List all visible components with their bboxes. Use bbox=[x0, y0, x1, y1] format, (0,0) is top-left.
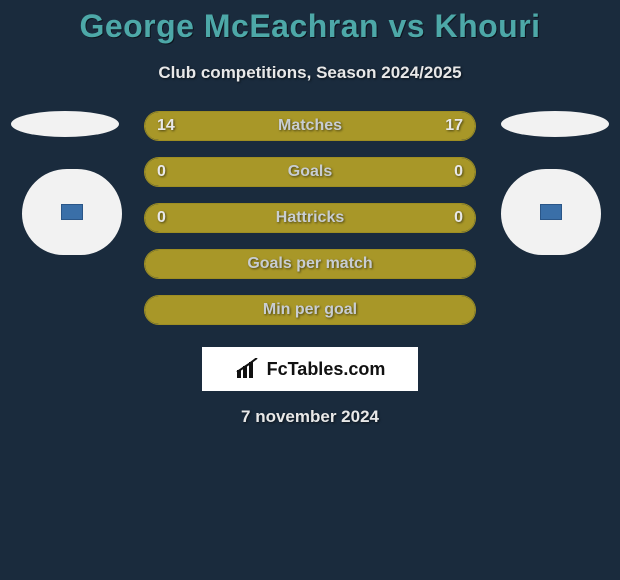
stat-value-left: 0 bbox=[157, 209, 166, 227]
stat-label: Min per goal bbox=[263, 301, 357, 319]
stats-column: 14 17 Matches 0 0 Goals 0 0 Hattricks Goals per m… bbox=[124, 111, 496, 325]
stat-label: Goals bbox=[288, 163, 332, 181]
player-left-column bbox=[6, 111, 124, 255]
stat-label: Goals per match bbox=[247, 255, 372, 273]
stat-value-right: 0 bbox=[454, 163, 463, 181]
flag-icon bbox=[540, 204, 562, 220]
page-title: George McEachran vs Khouri bbox=[0, 0, 620, 45]
player-left-avatar bbox=[22, 169, 122, 255]
stat-bar: 0 0 Hattricks bbox=[144, 203, 476, 233]
stat-bar: Goals per match bbox=[144, 249, 476, 279]
player-left-marker bbox=[11, 111, 119, 137]
stat-label: Hattricks bbox=[276, 209, 344, 227]
player-right-avatar bbox=[501, 169, 601, 255]
stat-value-right: 0 bbox=[454, 209, 463, 227]
stat-value-left: 14 bbox=[157, 117, 175, 135]
main-row: 14 17 Matches 0 0 Goals 0 0 Hattricks Goals per m… bbox=[0, 111, 620, 325]
flag-icon bbox=[61, 204, 83, 220]
stat-bar: 0 0 Goals bbox=[144, 157, 476, 187]
player-right-marker bbox=[501, 111, 609, 137]
stat-bar: 14 17 Matches bbox=[144, 111, 476, 141]
stat-label: Matches bbox=[278, 117, 342, 135]
stat-bar: Min per goal bbox=[144, 295, 476, 325]
page-subtitle: Club competitions, Season 2024/2025 bbox=[0, 63, 620, 83]
player-right-column bbox=[496, 111, 614, 255]
source-logo-text: FcTables.com bbox=[267, 359, 386, 380]
bars-icon bbox=[235, 358, 261, 380]
source-logo: FcTables.com bbox=[202, 347, 418, 391]
player-comparison-infographic: George McEachran vs Khouri Club competit… bbox=[0, 0, 620, 427]
stat-value-right: 17 bbox=[445, 117, 463, 135]
date-label: 7 november 2024 bbox=[0, 407, 620, 427]
stat-value-left: 0 bbox=[157, 163, 166, 181]
